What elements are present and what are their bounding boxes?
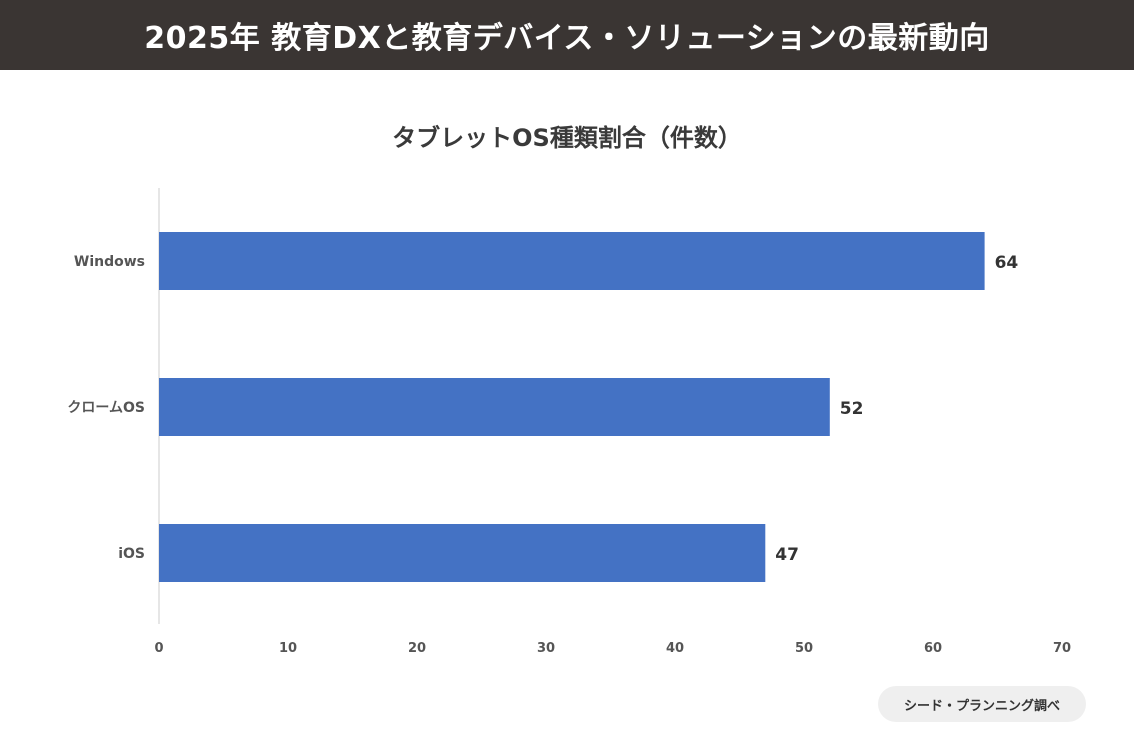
- page-title: 2025年 教育DXと教育デバイス・ソリューションの最新動向: [144, 21, 990, 56]
- x-tick-label: 30: [537, 641, 555, 656]
- bar: [159, 232, 985, 290]
- data-label: 47: [775, 545, 799, 565]
- data-label: 52: [840, 399, 864, 419]
- x-tick-label: 10: [279, 641, 297, 656]
- x-tick-label: 60: [924, 641, 942, 656]
- x-tick-label: 50: [795, 641, 813, 656]
- x-tick-label: 0: [154, 641, 163, 656]
- category-label: クロームOS: [67, 400, 145, 416]
- source-badge: シード・プランニング調べ: [878, 686, 1086, 722]
- bar: [159, 378, 830, 436]
- category-label: Windows: [74, 254, 145, 270]
- x-tick-label: 70: [1053, 641, 1071, 656]
- data-label: 64: [995, 253, 1019, 273]
- x-tick-label: 40: [666, 641, 684, 656]
- header-bar: 2025年 教育DXと教育デバイス・ソリューションの最新動向: [0, 0, 1134, 70]
- chart-title: タブレットOS種類割合（件数）: [392, 124, 742, 152]
- x-tick-label: 20: [408, 641, 426, 656]
- bar: [159, 524, 766, 582]
- category-label: iOS: [118, 546, 145, 562]
